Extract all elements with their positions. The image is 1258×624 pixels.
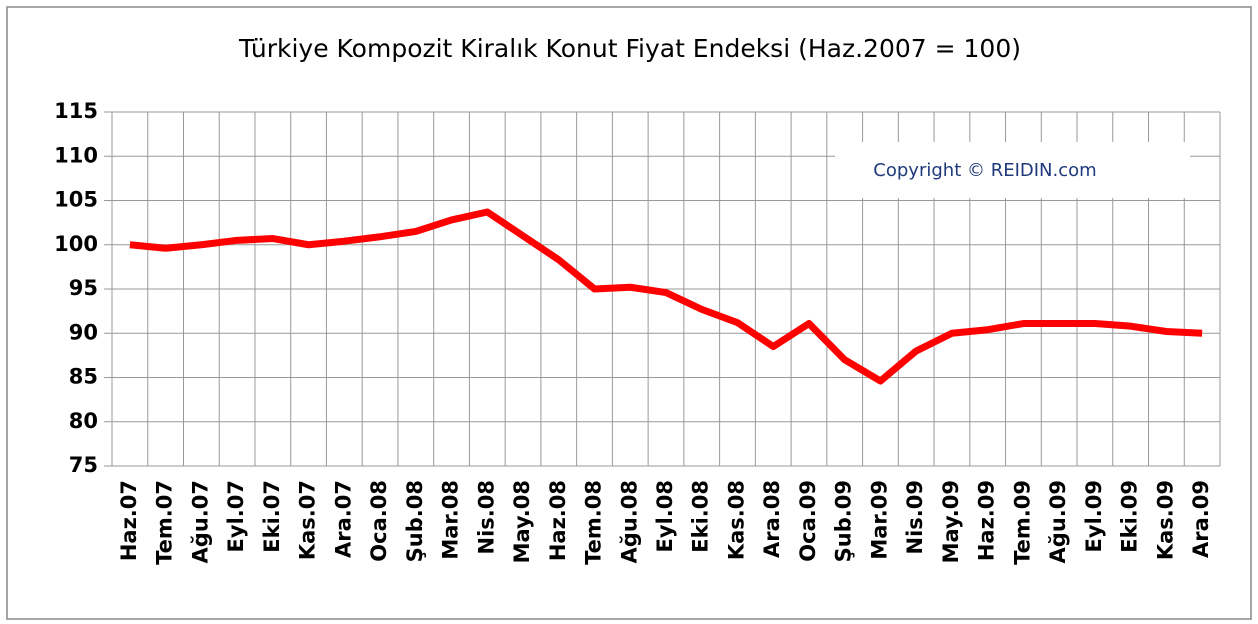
- x-tick-label: Ağu.08: [617, 480, 641, 563]
- x-tick-label: Ağu.07: [188, 480, 212, 563]
- x-tick-label: Tem.09: [1010, 480, 1034, 565]
- x-tick-label: Eyl.08: [653, 480, 677, 552]
- x-tick-label: Oca.08: [367, 480, 391, 562]
- x-tick-label: Eki.08: [689, 480, 713, 553]
- annotation: Copyright © REIDIN.com: [873, 160, 1096, 181]
- y-tick-label: 80: [69, 409, 98, 433]
- x-tick-label: Oca.09: [796, 480, 820, 562]
- x-tick-label: Haz.07: [117, 480, 141, 561]
- x-tick-label: Eyl.09: [1082, 480, 1106, 552]
- x-tick-label: Eki.09: [1118, 480, 1142, 553]
- x-tick-label: Mar.08: [439, 480, 463, 560]
- y-tick-label: 110: [54, 143, 98, 167]
- x-tick-label: Eki.07: [260, 480, 284, 553]
- y-tick-label: 105: [54, 188, 98, 212]
- x-tick-label: Şub.09: [832, 480, 856, 562]
- y-tick-label: 90: [69, 320, 98, 344]
- x-tick-label: Haz.09: [975, 480, 999, 561]
- x-tick-label: Ara.09: [1189, 480, 1213, 558]
- x-tick-label: Ara.08: [760, 480, 784, 558]
- x-tick-label: Ağu.09: [1046, 480, 1070, 563]
- chart-border: [6, 6, 1252, 620]
- y-tick-label: 75: [69, 453, 98, 477]
- chart-title: Türkiye Kompozit Kiralık Konut Fiyat End…: [238, 34, 1021, 63]
- x-tick-label: Kas.09: [1153, 480, 1177, 560]
- y-tick-label: 100: [54, 232, 98, 256]
- x-tick-label: Haz.08: [546, 480, 570, 561]
- x-tick-label: Tem.07: [153, 480, 177, 565]
- y-tick-label: 85: [69, 365, 98, 389]
- x-tick-label: Tem.08: [582, 480, 606, 565]
- line-series: [129, 208, 1203, 385]
- y-tick-label: 95: [69, 276, 98, 300]
- x-tick-label: Nis.08: [474, 480, 498, 554]
- x-tick-label: Kas.07: [296, 480, 320, 560]
- x-tick-label: Kas.08: [724, 480, 748, 560]
- x-tick-label: Mar.09: [867, 480, 891, 560]
- x-tick-label: May.09: [939, 480, 963, 563]
- y-tick-label: 115: [54, 99, 98, 123]
- x-tick-label: Eyl.07: [224, 480, 248, 552]
- x-tick-label: Nis.09: [903, 480, 927, 554]
- x-tick-label: May.08: [510, 480, 534, 563]
- annotation-box: [835, 142, 1190, 198]
- x-tick-label: Şub.08: [403, 480, 427, 562]
- x-tick-label: Ara.07: [331, 480, 355, 558]
